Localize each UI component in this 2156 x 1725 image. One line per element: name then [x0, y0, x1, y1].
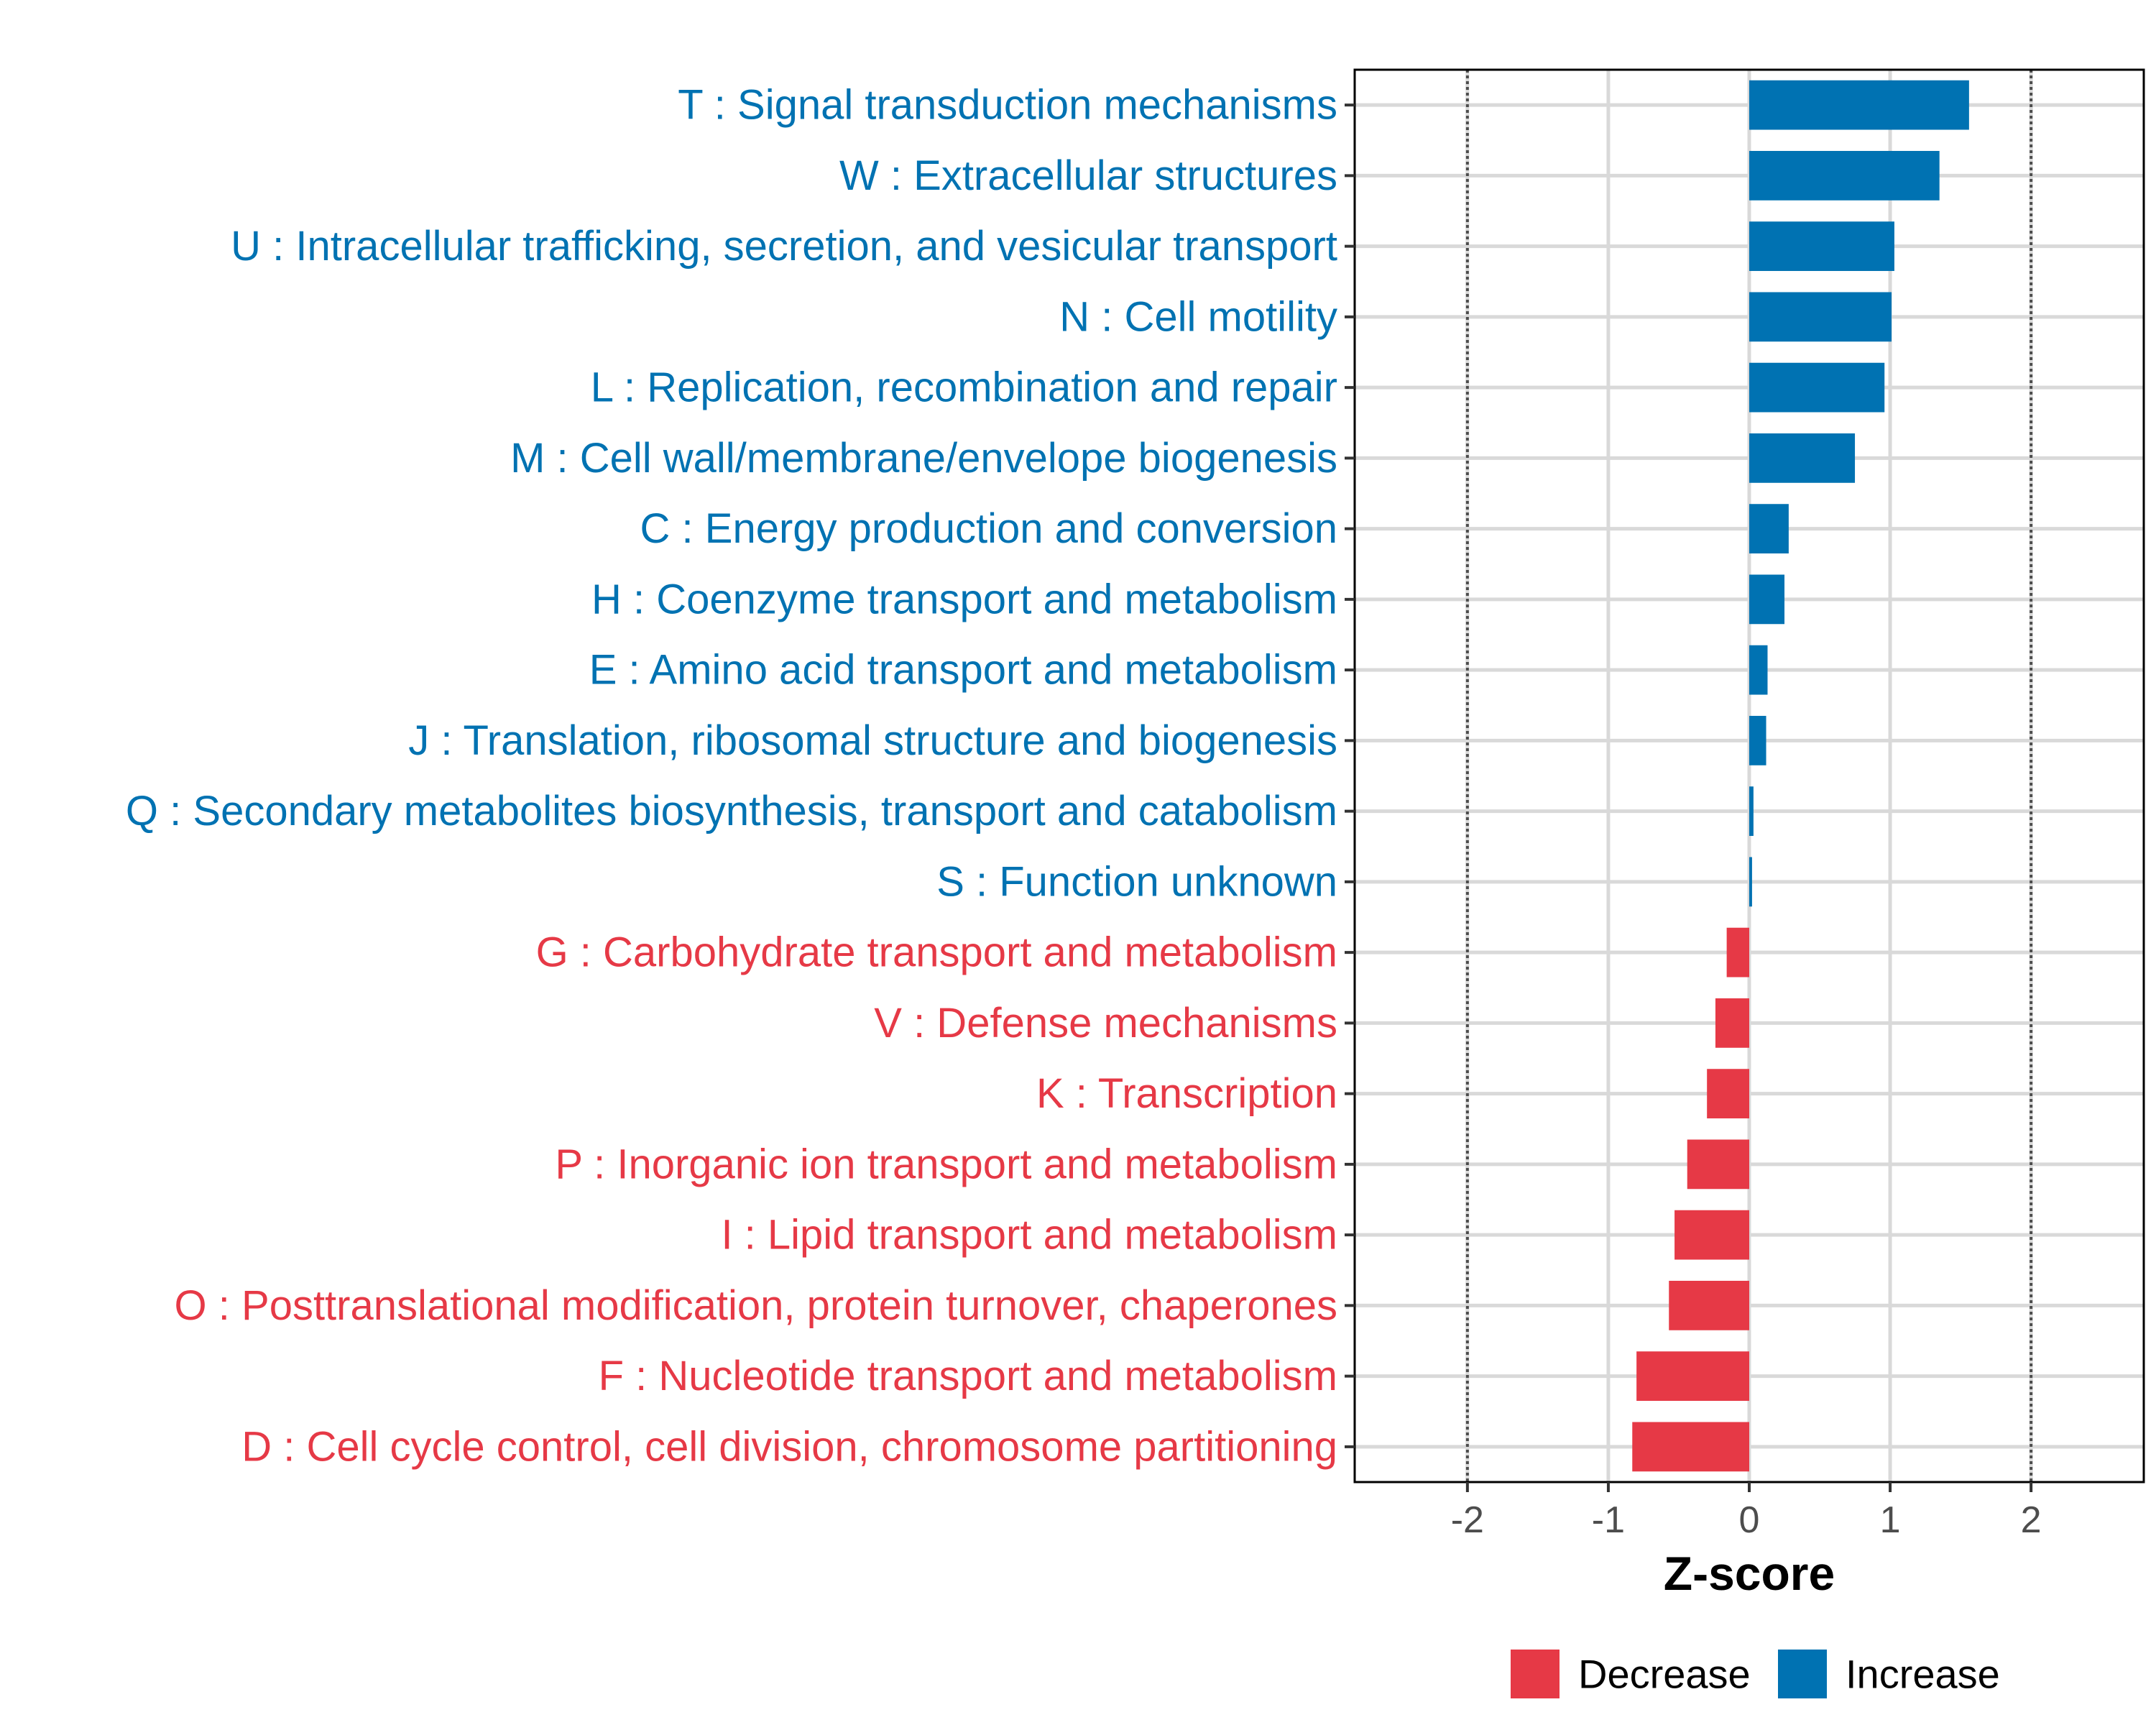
- bar: [1749, 80, 1969, 130]
- category-label: M : Cell wall/membrane/envelope biogenes…: [510, 435, 1337, 482]
- legend: Decrease Increase: [1511, 1650, 2000, 1698]
- category-label: H : Coenzyme transport and metabolism: [591, 576, 1337, 622]
- x-tick-label: -2: [1451, 1499, 1484, 1541]
- grid-layer: [1355, 70, 2144, 1482]
- x-tick-label: 1: [1880, 1499, 1901, 1541]
- bar-layer: [1632, 80, 1969, 1472]
- category-label: G : Carbohydrate transport and metabolis…: [536, 929, 1337, 976]
- category-label: K : Transcription: [1036, 1070, 1337, 1117]
- category-label: V : Defense mechanisms: [874, 1000, 1337, 1046]
- category-label: Q : Secondary metabolites biosynthesis, …: [126, 788, 1337, 834]
- bar: [1749, 221, 1894, 272]
- legend-key-decrease: [1511, 1650, 1560, 1698]
- legend-label-decrease: Decrease: [1578, 1652, 1751, 1697]
- x-axis-title: Z-score: [1664, 1547, 1835, 1600]
- legend-key-increase: [1778, 1650, 1827, 1698]
- bar: [1715, 998, 1749, 1048]
- bar: [1749, 715, 1766, 765]
- bar: [1687, 1139, 1749, 1190]
- legend-label-increase: Increase: [1846, 1652, 2000, 1697]
- category-label: P : Inorganic ion transport and metaboli…: [555, 1141, 1337, 1187]
- bar: [1669, 1280, 1749, 1330]
- category-label: N : Cell motility: [1059, 293, 1337, 340]
- bar: [1749, 150, 1940, 201]
- bar: [1749, 574, 1785, 625]
- x-axis-ticks: -2 -1 0 1 2: [1451, 1482, 2042, 1541]
- x-tick-label: 2: [2021, 1499, 2042, 1541]
- bar: [1707, 1069, 1749, 1119]
- category-label: S : Function unknown: [936, 858, 1337, 905]
- bar: [1749, 857, 1752, 907]
- category-label: C : Energy production and conversion: [640, 505, 1337, 552]
- bar: [1749, 433, 1856, 483]
- category-label: U : Intracellular trafficking, secretion…: [231, 223, 1337, 270]
- bar: [1632, 1422, 1749, 1472]
- category-label: E : Amino acid transport and metabolism: [589, 647, 1337, 694]
- category-label: F : Nucleotide transport and metabolism: [599, 1353, 1337, 1399]
- bar: [1749, 786, 1754, 837]
- bar: [1749, 504, 1789, 554]
- y-axis-ticks: T : Signal transduction mechanisms W : Ex…: [126, 82, 1355, 1470]
- x-tick-label: 0: [1739, 1499, 1760, 1541]
- bar: [1726, 927, 1749, 978]
- bar: [1749, 292, 1892, 342]
- category-label: D : Cell cycle control, cell division, c…: [241, 1423, 1337, 1470]
- bar: [1749, 645, 1768, 695]
- category-label: L : Replication, recombination and repai…: [591, 364, 1337, 411]
- bar: [1674, 1210, 1749, 1260]
- x-tick-label: -1: [1592, 1499, 1625, 1541]
- bar: [1749, 362, 1885, 413]
- category-label: I : Lipid transport and metabolism: [721, 1212, 1337, 1259]
- category-label: J : Translation, ribosomal structure and…: [408, 717, 1337, 764]
- category-label: T : Signal transduction mechanisms: [678, 82, 1337, 129]
- bar: [1636, 1351, 1749, 1402]
- category-label: O : Posttranslational modification, prot…: [175, 1282, 1337, 1329]
- category-label: W : Extracellular structures: [839, 152, 1337, 199]
